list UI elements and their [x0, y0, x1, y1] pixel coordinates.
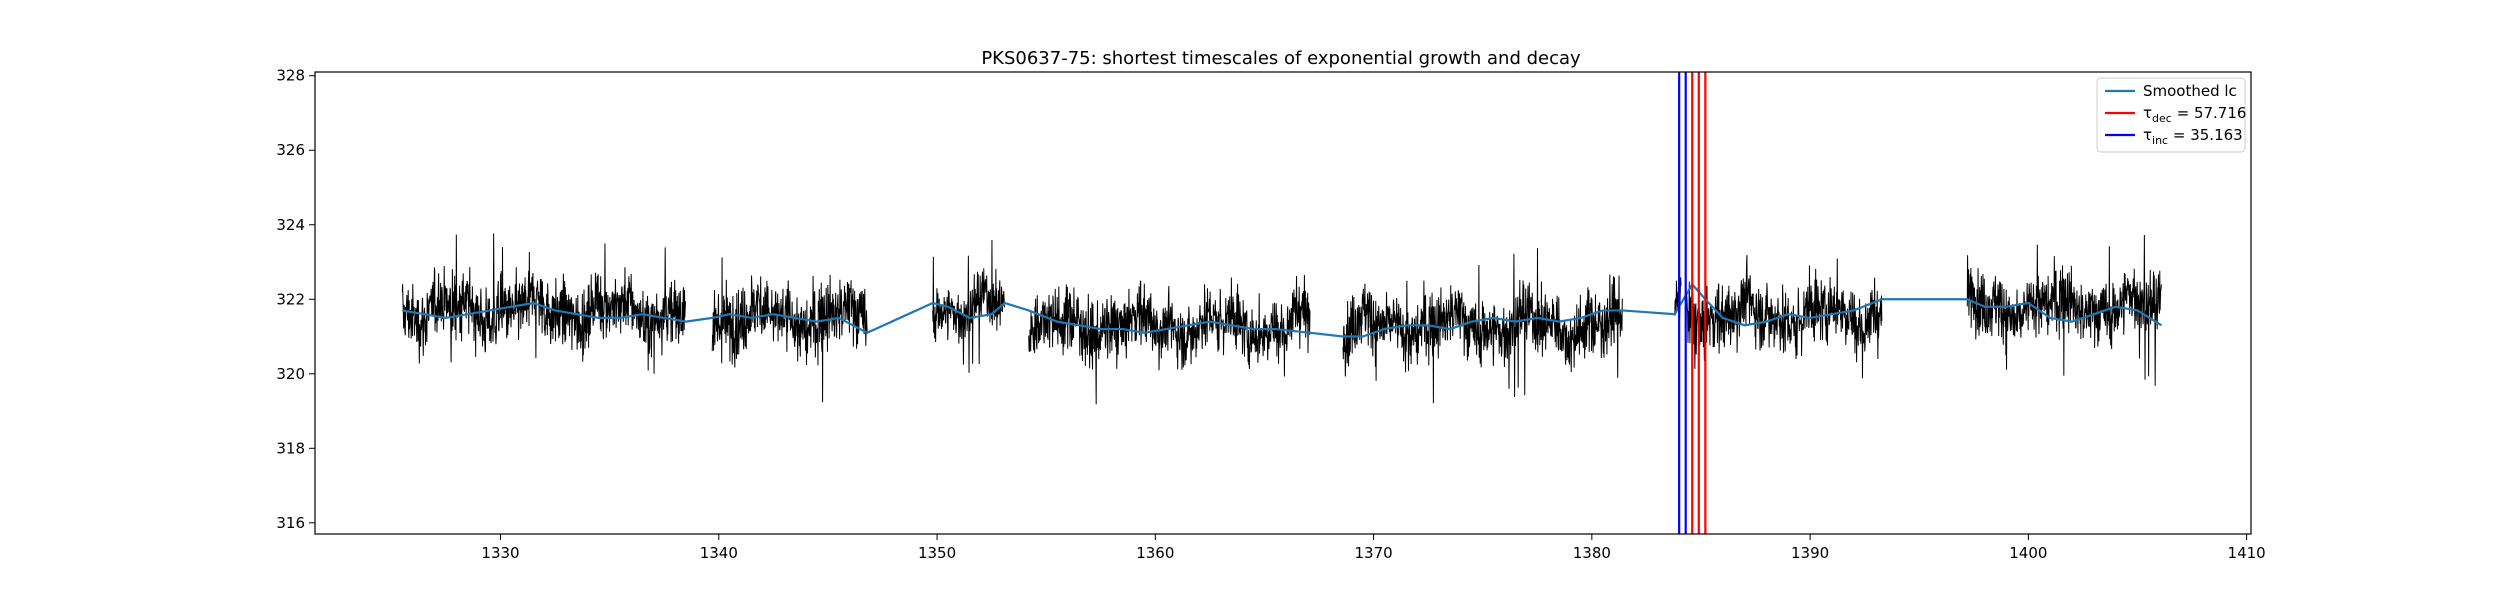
legend-label: Smoothed lc — [2143, 82, 2237, 100]
smoothed-lc-layer — [402, 282, 2163, 338]
plot-frame — [314, 71, 2252, 535]
raw-lc-segment — [1028, 274, 1311, 405]
x-axis: 1330 1340 1350 1360 1370 1380 1390 1400 1410 — [481, 534, 2266, 562]
y-tick-label: 322 — [276, 290, 305, 308]
x-tick-label: 1410 — [2228, 544, 2266, 562]
chart-title: PKS0637-75: shortest timescales of expon… — [981, 48, 1581, 69]
x-tick-label: 1330 — [481, 544, 519, 562]
y-tick-label: 316 — [276, 514, 305, 532]
x-tick-label: 1390 — [1791, 544, 1829, 562]
raw-lc-segment — [1966, 234, 2162, 386]
y-tick-label: 318 — [276, 439, 305, 457]
x-tick-label: 1400 — [2009, 544, 2047, 562]
legend-box — [2096, 77, 2246, 153]
smoothed-lc-line — [402, 282, 2163, 338]
y-axis: 316 318 320 322 324 326 328 — [276, 67, 315, 532]
raw-lc-segment — [1342, 248, 1623, 404]
raw-lc-segment — [711, 257, 868, 403]
x-tick-label: 1340 — [700, 544, 738, 562]
y-tick-label: 320 — [276, 365, 305, 383]
timescale-markers-layer — [1678, 72, 1707, 534]
y-tick-label: 326 — [276, 141, 305, 159]
raw-lc-segment — [401, 233, 687, 374]
x-tick-label: 1370 — [1354, 544, 1392, 562]
y-tick-label: 324 — [276, 216, 305, 234]
legend-label: τinc = 35.163 — [2143, 126, 2243, 147]
legend-label: τdec = 57.716 — [2143, 104, 2246, 125]
x-tick-label: 1360 — [1136, 544, 1174, 562]
x-tick-label: 1380 — [1573, 544, 1611, 562]
x-tick-label: 1350 — [918, 544, 956, 562]
y-tick-label: 328 — [276, 67, 305, 85]
